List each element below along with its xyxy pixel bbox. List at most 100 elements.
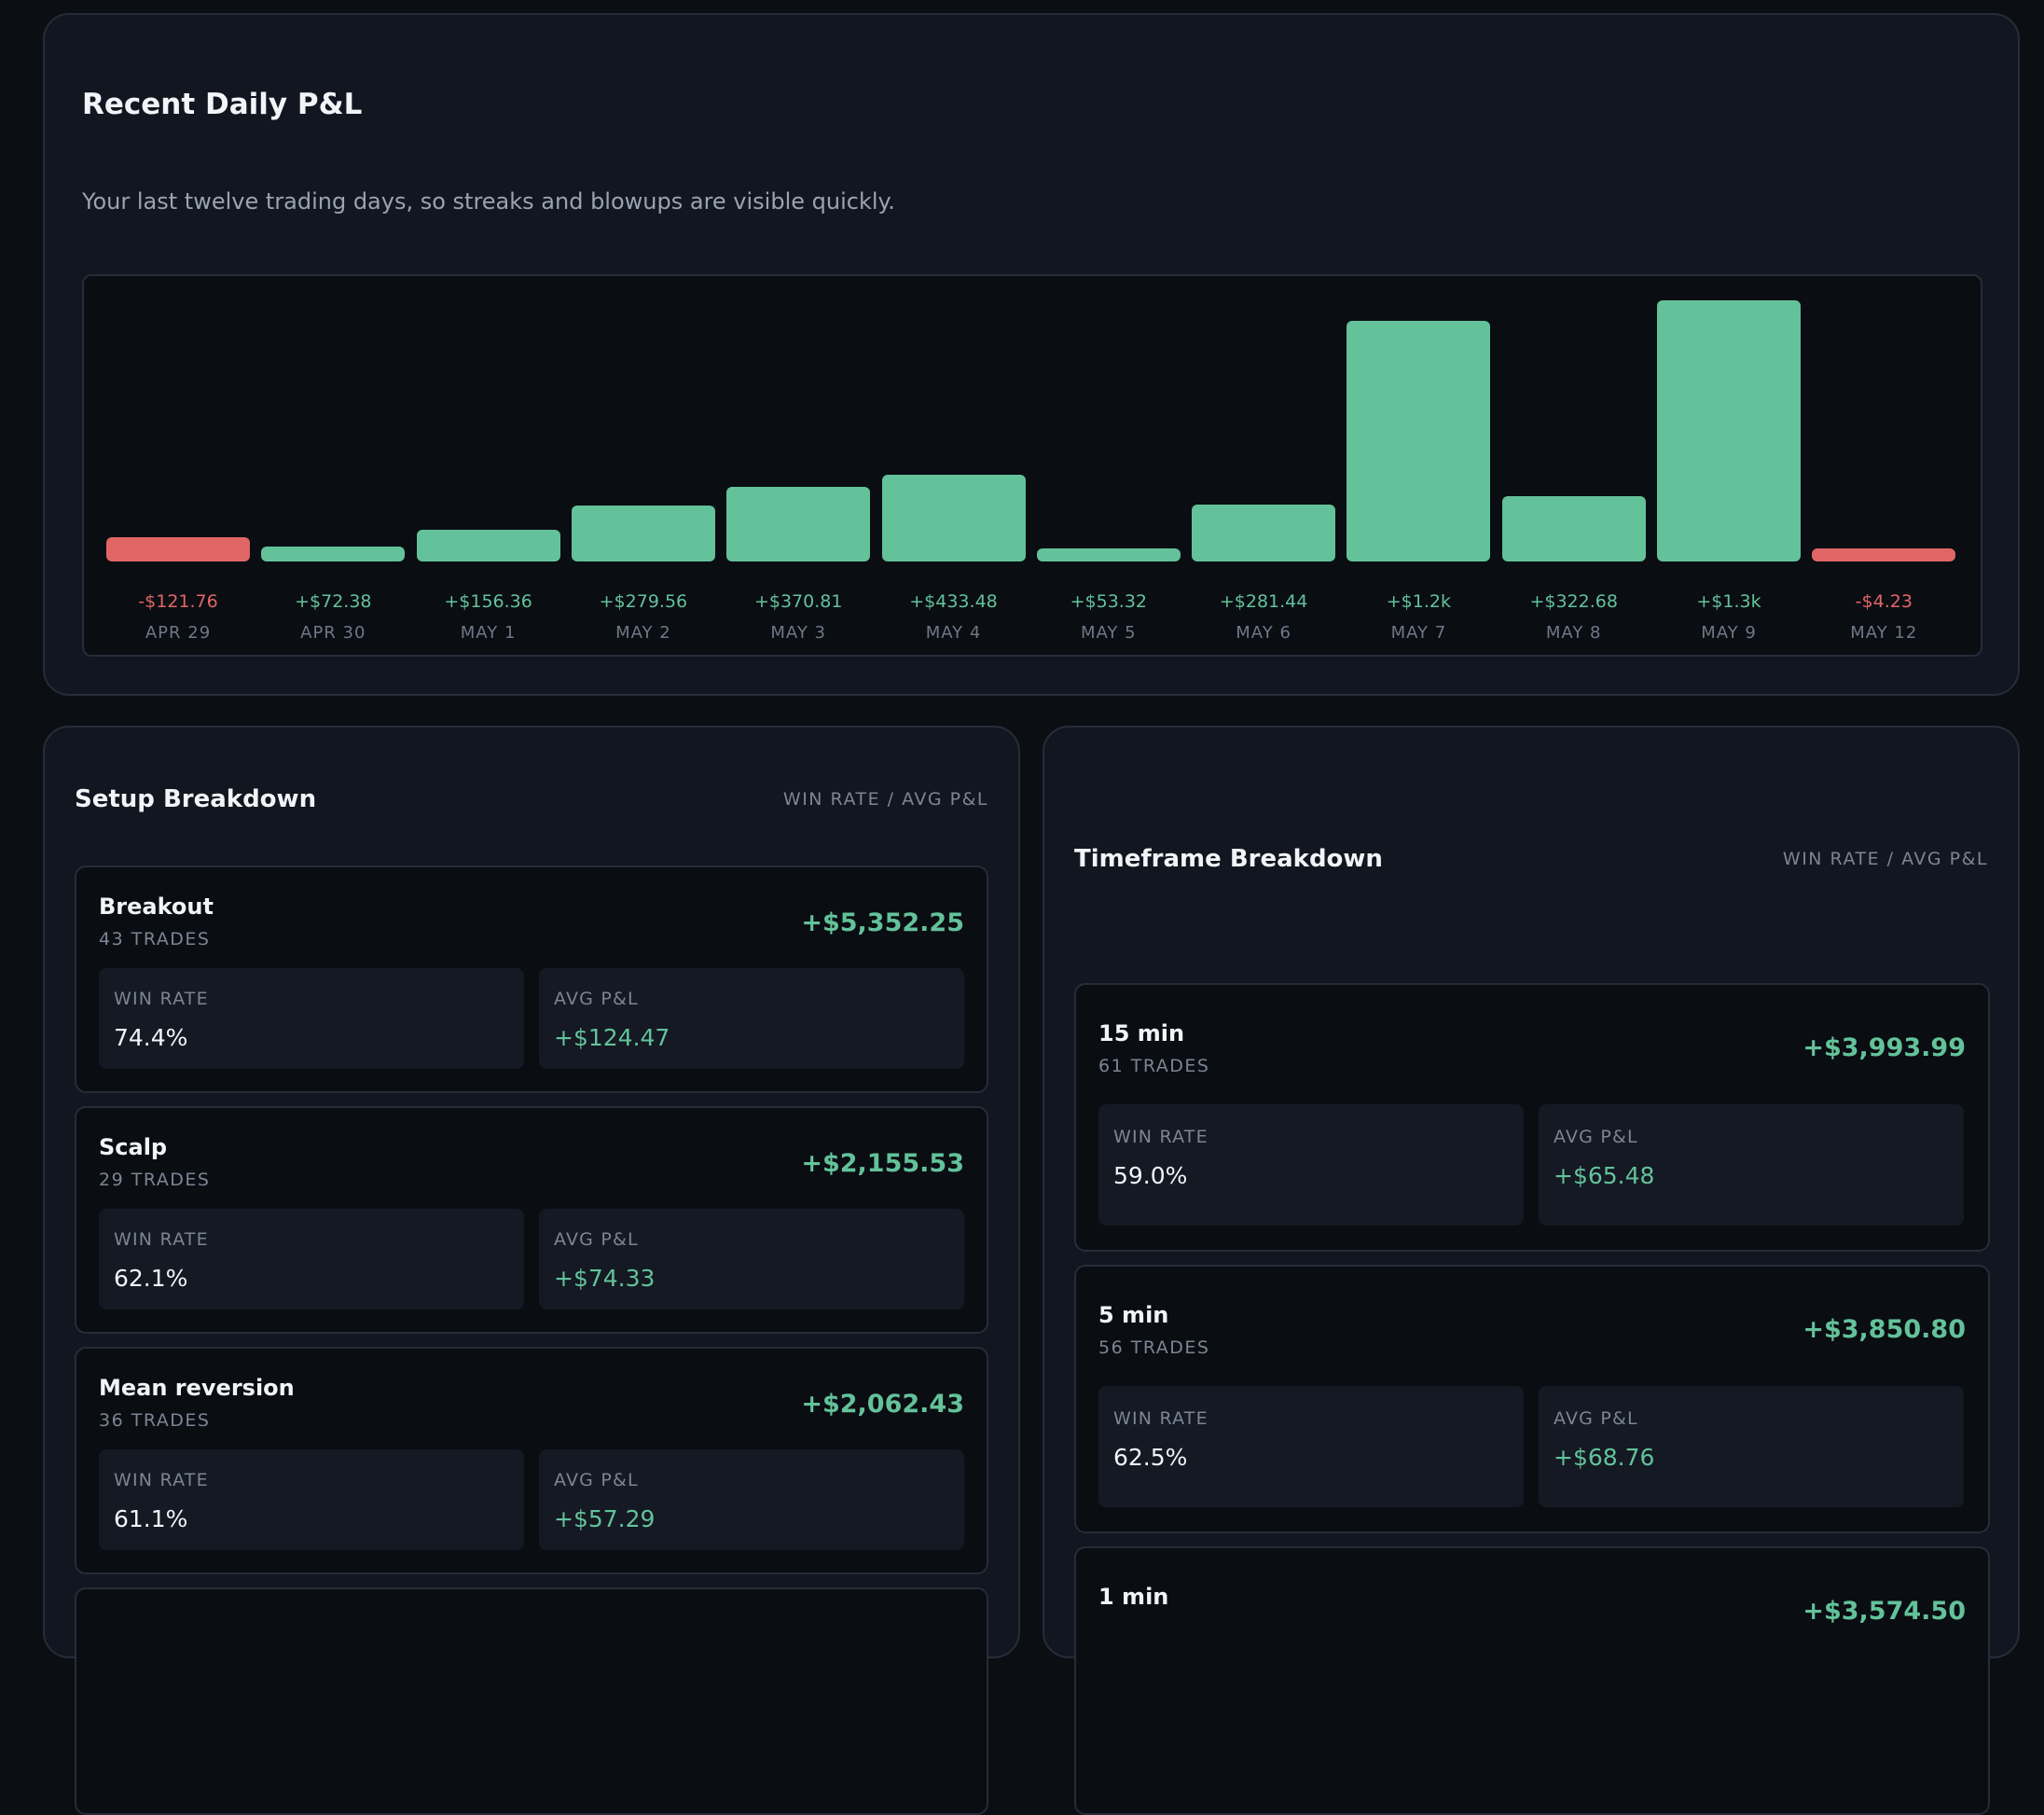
timeframe-total-pnl: +$3,993.99 bbox=[1802, 1033, 1966, 1062]
pnl-bar[interactable] bbox=[106, 536, 250, 561]
win-rate-label: WIN RATE bbox=[114, 1470, 209, 1490]
pnl-bar[interactable] bbox=[1812, 548, 1956, 561]
timeframe-breakdown-title: Timeframe Breakdown bbox=[1074, 845, 1383, 873]
win-rate-label: WIN RATE bbox=[114, 1229, 209, 1250]
pnl-bar-value-label: +$279.56 bbox=[599, 591, 688, 612]
setup-breakdown-title: Setup Breakdown bbox=[75, 785, 317, 813]
daily-pnl-panel: Recent Daily P&L Your last twelve tradin… bbox=[43, 13, 2020, 696]
win-rate-metric: WIN RATE 74.4% bbox=[99, 968, 524, 1069]
win-rate-metric: WIN RATE 62.5% bbox=[1098, 1386, 1524, 1507]
pnl-bar[interactable] bbox=[726, 487, 871, 561]
win-rate-metric: WIN RATE 61.1% bbox=[99, 1449, 524, 1550]
win-rate-metric: WIN RATE 59.0% bbox=[1098, 1104, 1524, 1226]
pnl-bar-date-label: MAY 2 bbox=[615, 623, 671, 643]
avg-pnl-metric: AVG P&L +$124.47 bbox=[539, 968, 964, 1069]
setup-card-mean-reversion[interactable]: Mean reversion 36 TRADES +$2,062.43 WIN … bbox=[75, 1347, 988, 1574]
daily-pnl-subtitle: Your last twelve trading days, so streak… bbox=[82, 188, 895, 215]
pnl-bar-date-label: MAY 9 bbox=[1701, 623, 1757, 643]
pnl-bar-value-label: -$121.76 bbox=[138, 591, 218, 612]
setup-total-pnl: +$2,155.53 bbox=[801, 1149, 964, 1178]
timeframe-breakdown-hint: WIN RATE / AVG P&L bbox=[1782, 849, 1988, 869]
pnl-bar-value-label: +$53.32 bbox=[1070, 591, 1147, 612]
timeframe-trade-count: 56 TRADES bbox=[1098, 1337, 1210, 1358]
avg-pnl-label: AVG P&L bbox=[554, 1470, 639, 1490]
avg-pnl-value: +$124.47 bbox=[554, 1024, 670, 1051]
win-rate-label: WIN RATE bbox=[114, 989, 209, 1009]
timeframe-total-pnl: +$3,850.80 bbox=[1802, 1315, 1966, 1344]
timeframe-name: 1 min bbox=[1098, 1584, 1169, 1610]
pnl-bar-date-label: APR 30 bbox=[300, 623, 366, 643]
setup-card-partial[interactable] bbox=[75, 1587, 988, 1815]
daily-pnl-title: Recent Daily P&L bbox=[82, 88, 363, 121]
avg-pnl-metric: AVG P&L +$65.48 bbox=[1539, 1104, 1964, 1226]
setup-card-breakout[interactable]: Breakout 43 TRADES +$5,352.25 WIN RATE 7… bbox=[75, 866, 988, 1093]
avg-pnl-value: +$65.48 bbox=[1554, 1162, 1655, 1189]
avg-pnl-value: +$57.29 bbox=[554, 1505, 656, 1532]
setup-trade-count: 36 TRADES bbox=[99, 1410, 211, 1431]
setup-name: Mean reversion bbox=[99, 1375, 295, 1401]
pnl-bar-value-label: +$370.81 bbox=[753, 591, 843, 612]
pnl-bar[interactable] bbox=[881, 474, 1026, 561]
pnl-bar-date-label: MAY 4 bbox=[925, 623, 982, 643]
pnl-bar[interactable] bbox=[1036, 548, 1181, 561]
avg-pnl-label: AVG P&L bbox=[554, 1229, 639, 1250]
pnl-bar-value-label: +$1.2k bbox=[1386, 591, 1451, 612]
daily-pnl-chart: -$121.76 APR 29 +$72.38 APR 30 +$156.36 MAY 1… bbox=[82, 274, 1982, 657]
pnl-bar[interactable] bbox=[571, 505, 715, 561]
pnl-bar-date-label: MAY 7 bbox=[1390, 623, 1447, 643]
win-rate-metric: WIN RATE 62.1% bbox=[99, 1209, 524, 1309]
win-rate-value: 59.0% bbox=[1113, 1162, 1188, 1189]
setup-trade-count: 29 TRADES bbox=[99, 1170, 211, 1190]
pnl-bar-value-label: +$72.38 bbox=[295, 591, 372, 612]
avg-pnl-value: +$68.76 bbox=[1554, 1444, 1655, 1471]
setup-card-scalp[interactable]: Scalp 29 TRADES +$2,155.53 WIN RATE 62.1… bbox=[75, 1106, 988, 1334]
win-rate-value: 62.5% bbox=[1113, 1444, 1188, 1471]
setup-total-pnl: +$5,352.25 bbox=[801, 908, 964, 937]
avg-pnl-label: AVG P&L bbox=[1554, 1127, 1638, 1147]
timeframe-total-pnl: +$3,574.50 bbox=[1802, 1597, 1966, 1626]
setup-breakdown-hint: WIN RATE / AVG P&L bbox=[782, 789, 988, 810]
setup-name: Scalp bbox=[99, 1134, 168, 1160]
setup-total-pnl: +$2,062.43 bbox=[801, 1390, 964, 1419]
pnl-bar-value-label: -$4.23 bbox=[1855, 591, 1913, 612]
timeframe-card-15min[interactable]: 15 min 61 TRADES +$3,993.99 WIN RATE 59.… bbox=[1074, 983, 1990, 1252]
timeframe-card-5min[interactable]: 5 min 56 TRADES +$3,850.80 WIN RATE 62.5… bbox=[1074, 1265, 1990, 1533]
win-rate-label: WIN RATE bbox=[1113, 1408, 1208, 1429]
timeframe-card-1min[interactable]: 1 min +$3,574.50 bbox=[1074, 1546, 1990, 1815]
pnl-bar-date-label: MAY 12 bbox=[1850, 623, 1918, 643]
win-rate-label: WIN RATE bbox=[1113, 1127, 1208, 1147]
setup-breakdown-panel: Setup Breakdown WIN RATE / AVG P&L Break… bbox=[43, 726, 1020, 1815]
pnl-bar-date-label: MAY 3 bbox=[770, 623, 826, 643]
pnl-bar-value-label: +$156.36 bbox=[444, 591, 532, 612]
pnl-bar-value-label: +$281.44 bbox=[1219, 591, 1308, 612]
win-rate-value: 74.4% bbox=[114, 1024, 188, 1051]
pnl-bar-date-label: MAY 6 bbox=[1236, 623, 1291, 643]
avg-pnl-metric: AVG P&L +$57.29 bbox=[539, 1449, 964, 1550]
timeframe-name: 5 min bbox=[1098, 1302, 1169, 1328]
avg-pnl-label: AVG P&L bbox=[554, 989, 639, 1009]
avg-pnl-metric: AVG P&L +$68.76 bbox=[1539, 1386, 1964, 1507]
pnl-bar-value-label: +$322.68 bbox=[1529, 591, 1618, 612]
pnl-bar-date-label: APR 29 bbox=[145, 623, 212, 643]
pnl-bar-date-label: MAY 1 bbox=[460, 623, 517, 643]
pnl-bar-value-label: +$1.3k bbox=[1696, 591, 1761, 612]
win-rate-value: 61.1% bbox=[114, 1505, 188, 1532]
timeframe-name: 15 min bbox=[1098, 1020, 1185, 1046]
pnl-bar[interactable] bbox=[1347, 320, 1491, 561]
timeframe-breakdown-panel: Timeframe Breakdown WIN RATE / AVG P&L 1… bbox=[1043, 726, 2020, 1815]
pnl-bar-date-label: MAY 5 bbox=[1080, 623, 1137, 643]
pnl-bar[interactable] bbox=[1192, 505, 1336, 561]
setup-name: Breakout bbox=[99, 894, 214, 920]
pnl-bar[interactable] bbox=[416, 530, 560, 561]
pnl-bar[interactable] bbox=[261, 547, 406, 561]
win-rate-value: 62.1% bbox=[114, 1265, 188, 1292]
pnl-bar-value-label: +$433.48 bbox=[909, 591, 998, 612]
pnl-bar[interactable] bbox=[1657, 300, 1801, 561]
avg-pnl-metric: AVG P&L +$74.33 bbox=[539, 1209, 964, 1309]
avg-pnl-value: +$74.33 bbox=[554, 1265, 656, 1292]
avg-pnl-label: AVG P&L bbox=[1554, 1408, 1638, 1429]
setup-trade-count: 43 TRADES bbox=[99, 929, 211, 949]
timeframe-trade-count: 61 TRADES bbox=[1098, 1056, 1210, 1076]
pnl-bar-date-label: MAY 8 bbox=[1545, 623, 1602, 643]
pnl-bar[interactable] bbox=[1501, 496, 1646, 561]
